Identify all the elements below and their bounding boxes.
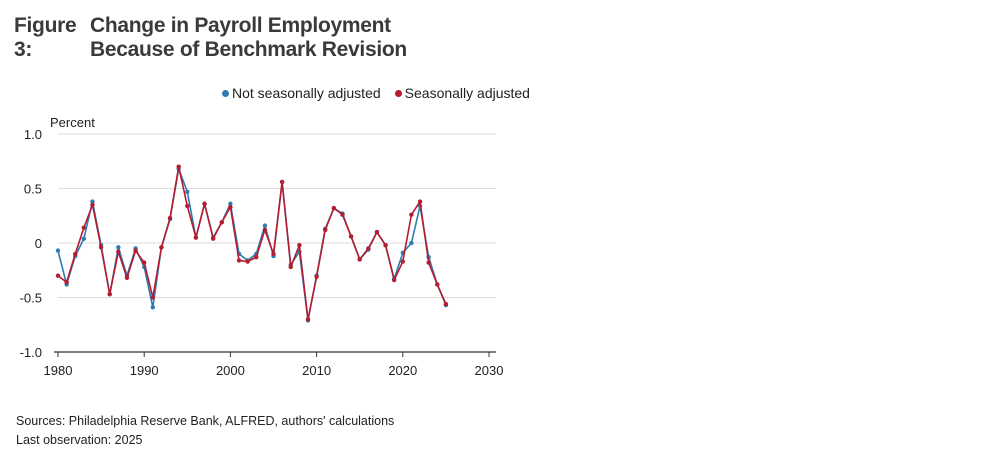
data-point-sa [150, 295, 156, 300]
data-point-sa [193, 235, 199, 240]
y-axis-label: Percent [50, 115, 95, 130]
legend: Not seasonally adjusted Seasonally adjus… [222, 85, 530, 101]
x-tick-label: 2010 [302, 363, 331, 378]
legend-item-nsa: Not seasonally adjusted [222, 85, 381, 101]
data-point-sa [116, 249, 121, 254]
data-point-sa [236, 258, 242, 263]
data-point-sa [348, 234, 354, 239]
y-tick-label: -0.5 [20, 291, 42, 306]
data-point-nsa [150, 305, 156, 310]
y-tick-label: 0 [35, 236, 42, 251]
legend-marker-nsa [222, 89, 229, 97]
data-point-sa [271, 251, 276, 257]
sources-note: Sources: Philadelphia Reserve Bank, ALFR… [16, 414, 395, 428]
data-point-sa [142, 260, 147, 265]
data-point-sa [314, 274, 319, 279]
data-point-sa [81, 225, 87, 230]
data-point-sa [288, 264, 293, 270]
data-point-sa [167, 215, 173, 221]
data-point-sa [64, 280, 69, 285]
x-tick-label: 2020 [388, 363, 417, 378]
series-line-sa [57, 165, 447, 321]
legend-marker-sa [394, 89, 402, 97]
data-point-sa [323, 227, 328, 233]
data-point-sa [409, 212, 414, 217]
data-point-sa [366, 246, 371, 251]
data-point-sa [210, 236, 216, 241]
data-point-sa [245, 259, 250, 264]
data-point-sa [90, 202, 95, 208]
y-tick-label: 0.5 [24, 182, 42, 197]
data-point-sa [426, 260, 431, 265]
data-point-nsa [262, 223, 268, 228]
data-point-sa [254, 254, 259, 260]
chart-title: Change in Payroll Employment Because of … [90, 14, 407, 61]
data-point-sa [279, 179, 285, 185]
data-point-nsa [90, 199, 95, 204]
data-point-sa [400, 259, 405, 264]
data-point-sa [159, 245, 164, 250]
data-point-sa [417, 199, 423, 204]
data-point-sa [305, 317, 311, 322]
figure-number: Figure 3: [14, 14, 77, 61]
data-point-sa [357, 257, 362, 262]
data-point-sa [133, 248, 138, 253]
x-tick-label: 2000 [216, 363, 245, 378]
data-point-nsa [55, 248, 61, 253]
legend-item-sa: Seasonally adjusted [394, 85, 530, 101]
data-point-sa [374, 229, 380, 235]
legend-label-sa: Seasonally adjusted [404, 85, 530, 101]
footer: Sources: Philadelphia Reserve Bank, ALFR… [16, 412, 394, 450]
data-point-sa [98, 245, 104, 250]
figure-heading: Figure 3: Change in Payroll Employment B… [14, 14, 450, 62]
data-point-sa [262, 227, 268, 233]
x-tick-label: 2030 [475, 363, 504, 378]
legend-label-nsa: Not seasonally adjusted [232, 85, 381, 101]
data-point-sa [391, 277, 397, 283]
data-point-sa [73, 251, 78, 257]
x-tick-label: 1980 [44, 363, 73, 378]
data-point-sa [383, 242, 388, 248]
x-tick-label: 1990 [130, 363, 159, 378]
data-point-sa [228, 204, 233, 210]
data-point-sa [331, 205, 337, 211]
data-point-nsa [185, 189, 190, 194]
data-point-sa [435, 282, 440, 287]
data-point-sa [443, 301, 449, 307]
data-point-sa [340, 212, 345, 217]
data-point-sa [55, 273, 61, 278]
data-point-sa [107, 292, 112, 297]
last-observation-note: Last observation: 2025 [16, 433, 143, 447]
data-point-nsa [228, 201, 233, 206]
data-point-nsa [81, 236, 87, 241]
data-point-sa [176, 164, 181, 169]
y-tick-label: -1.0 [20, 345, 42, 360]
data-point-sa [297, 242, 302, 248]
data-point-nsa [116, 245, 121, 250]
data-point-sa [219, 220, 224, 225]
data-point-sa [202, 201, 207, 206]
y-tick-label: 1.0 [24, 127, 42, 142]
data-point-sa [185, 203, 190, 209]
data-point-nsa [409, 240, 414, 246]
data-point-sa [124, 275, 130, 281]
